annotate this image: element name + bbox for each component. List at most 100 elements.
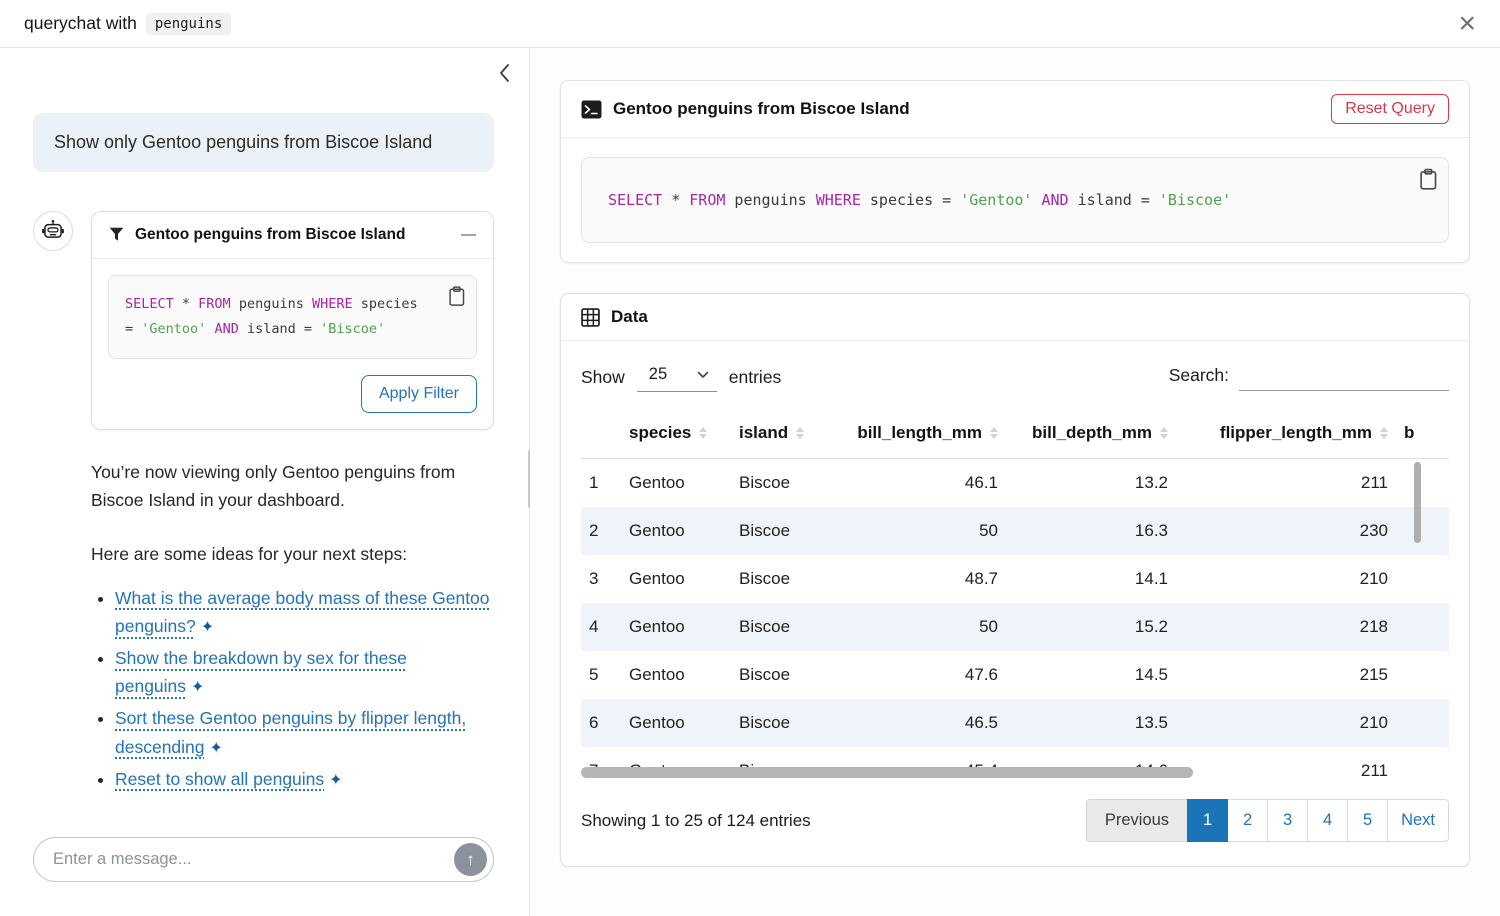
table-cell: Gentoo [621,603,731,651]
send-arrow-icon: ↑ [466,850,475,870]
sql-token: island = [1069,191,1159,209]
table-cell: 13.5 [1006,699,1176,747]
page-button-5[interactable]: 5 [1347,799,1388,842]
table-cell: Biscoe [731,459,821,507]
column-header-island[interactable]: island [731,408,821,458]
sql-token: AND [1042,191,1069,209]
table-cell: 1 [581,459,621,507]
assistant-paragraph: Here are some ideas for your next steps: [91,540,494,568]
column-header-b: b [1396,408,1449,458]
column-header-bill_depth_mm[interactable]: bill_depth_mm [1006,408,1176,458]
table-cell [1396,459,1449,507]
send-button[interactable]: ↑ [454,843,487,876]
entries-label: entries [729,367,782,388]
sort-icon [1380,427,1388,439]
query-card-title: Gentoo penguins from Biscoe Island [613,99,910,119]
table-body: 1GentooBiscoe46.113.22112GentooBiscoe501… [581,459,1449,781]
apply-filter-button[interactable]: Apply Filter [361,375,477,413]
table-row: 1GentooBiscoe46.113.2211 [581,459,1449,507]
suggestion-link[interactable]: What is the average body mass of these G… [115,588,490,636]
page-button-previous[interactable]: Previous [1086,799,1188,842]
column-label: bill_length_mm [857,423,982,443]
table-cell: 50 [821,507,1006,555]
sparkle-icon: ✦ [191,679,204,696]
table-cell: 47.6 [821,651,1006,699]
table-row: 3GentooBiscoe48.714.1210 [581,555,1449,603]
page-button-1[interactable]: 1 [1187,799,1228,842]
column-header-species[interactable]: species [621,408,731,458]
table-cell: Gentoo [621,699,731,747]
dashboard-panel: Gentoo penguins from Biscoe Island Reset… [530,48,1500,916]
close-icon[interactable]: × [1458,12,1476,36]
collapse-sidebar-icon[interactable] [498,62,511,87]
table-cell: 48.7 [821,555,1006,603]
table-cell [1396,651,1449,699]
column-header-flipper_length_mm[interactable]: flipper_length_mm [1176,408,1396,458]
sql-token: 'Gentoo' [141,321,206,337]
sparkle-icon: ✦ [210,740,223,757]
table-row: 2GentooBiscoe5016.3230 [581,507,1449,555]
assistant-paragraph: You’re now viewing only Gentoo penguins … [91,458,494,515]
data-card-title: Data [611,307,648,327]
search-input[interactable] [1239,365,1449,391]
table-cell: Biscoe [731,699,821,747]
sql-token: 'Gentoo' [960,191,1032,209]
suggestion-item: Sort these Gentoo penguins by flipper le… [115,704,494,761]
reset-query-button[interactable]: Reset Query [1331,94,1449,124]
table-cell: Gentoo [621,507,731,555]
table-cell: 230 [1176,507,1396,555]
user-message-bubble: Show only Gentoo penguins from Biscoe Is… [33,113,494,172]
table-cell: 2 [581,507,621,555]
column-label: island [739,423,788,443]
page-button-2[interactable]: 2 [1227,799,1268,842]
page-length-select[interactable]: 25 [637,363,717,392]
query-card: Gentoo penguins from Biscoe Island Reset… [560,80,1470,263]
app-title: querychat with [24,13,137,34]
table-grid-icon [581,308,600,327]
sql-token: AND [214,321,238,337]
table-footer: Showing 1 to 25 of 124 entries Previous1… [581,799,1449,842]
suggestion-link[interactable]: Show the breakdown by sex for these peng… [115,648,407,696]
search-label: Search: [1169,365,1229,386]
copy-icon[interactable] [447,286,466,307]
suggestion-list: What is the average body mass of these G… [91,584,494,794]
sql-token: SELECT [125,296,174,312]
filter-card-title: Gentoo penguins from Biscoe Island [135,226,405,244]
apply-filter-row: Apply Filter [108,375,477,413]
table-cell: 210 [1176,699,1396,747]
table-cell [1396,555,1449,603]
pagination: Previous12345Next [1086,799,1449,842]
table-cell: 211 [1176,747,1396,781]
page-length-control: Show 25 entries [581,363,781,392]
sql-token: * [662,191,689,209]
sql-token: FROM [198,296,231,312]
minimize-icon[interactable]: — [461,226,476,243]
table-header-row: species island bill_length_mm bill_depth_mm… [581,408,1449,459]
titlebar: querychat with penguins × [0,0,1500,48]
page-button-3[interactable]: 3 [1267,799,1308,842]
suggestion-link[interactable]: Sort these Gentoo penguins by flipper le… [115,708,466,756]
query-card-header: Gentoo penguins from Biscoe Island Reset… [561,81,1469,138]
table-cell [1396,699,1449,747]
horizontal-scrollbar[interactable] [581,767,1193,778]
message-input[interactable] [53,850,454,869]
sql-token [1032,191,1041,209]
terminal-icon [581,100,602,119]
page-button-next[interactable]: Next [1387,799,1449,842]
filter-card-header: Gentoo penguins from Biscoe Island — [92,212,493,259]
sparkle-icon: ✦ [329,772,342,789]
suggestion-link[interactable]: Reset to show all penguins [115,769,324,789]
sql-token: species = [861,191,960,209]
message-composer: ↑ [33,837,494,882]
table-cell: 14.5 [1006,651,1176,699]
query-card-body: SELECT * FROM penguins WHERE species = '… [561,138,1469,262]
search-control: Search: [1169,365,1449,391]
page-button-4[interactable]: 4 [1307,799,1348,842]
sql-token: SELECT [608,191,662,209]
column-header-bill_length_mm[interactable]: bill_length_mm [821,408,1006,458]
table-cell: 13.2 [1006,459,1176,507]
vertical-scrollbar[interactable] [1414,462,1421,543]
table-cell: 16.3 [1006,507,1176,555]
table-cell [1396,507,1449,555]
copy-icon[interactable] [1418,168,1438,191]
